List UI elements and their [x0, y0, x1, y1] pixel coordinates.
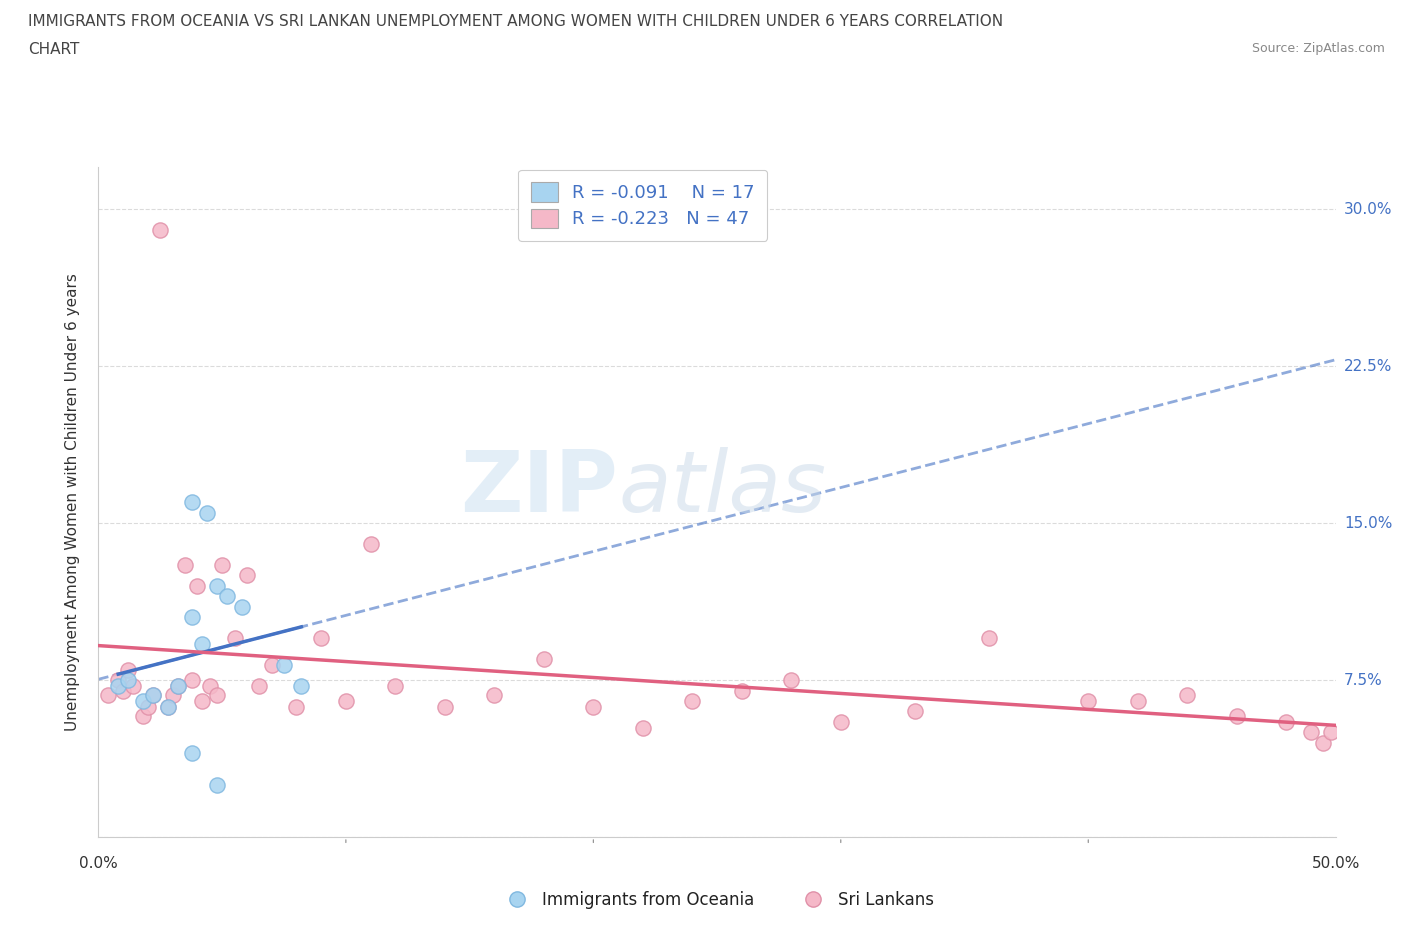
Text: 22.5%: 22.5% — [1344, 359, 1392, 374]
Point — [217, 589, 239, 604]
Point — [156, 700, 179, 715]
Point — [731, 683, 754, 698]
Point — [830, 714, 852, 729]
Text: 0.0%: 0.0% — [79, 857, 118, 871]
Point — [181, 610, 204, 625]
Point — [290, 679, 312, 694]
Point — [122, 679, 145, 694]
Point — [1312, 736, 1334, 751]
Point — [149, 223, 172, 238]
Point — [1319, 725, 1341, 740]
Text: 30.0%: 30.0% — [1344, 202, 1392, 217]
Point — [181, 746, 204, 761]
Text: atlas: atlas — [619, 447, 827, 530]
Point — [681, 694, 703, 709]
Point — [142, 687, 165, 702]
Point — [156, 700, 179, 715]
Point — [979, 631, 1001, 645]
Point — [142, 687, 165, 702]
Point — [117, 662, 139, 677]
Point — [433, 700, 456, 715]
Point — [132, 694, 155, 709]
Point — [107, 672, 129, 687]
Point — [360, 537, 382, 551]
Point — [384, 679, 406, 694]
Point — [1126, 694, 1149, 709]
Point — [1299, 725, 1322, 740]
Point — [285, 700, 308, 715]
Text: ZIP: ZIP — [460, 447, 619, 530]
Point — [273, 658, 295, 673]
Point — [186, 578, 208, 593]
Text: 15.0%: 15.0% — [1344, 515, 1392, 531]
Point — [484, 687, 506, 702]
Point — [309, 631, 332, 645]
Text: CHART: CHART — [28, 42, 80, 57]
Point — [211, 558, 233, 573]
Point — [205, 687, 228, 702]
Legend: Immigrants from Oceania, Sri Lankans: Immigrants from Oceania, Sri Lankans — [494, 884, 941, 916]
Point — [174, 558, 197, 573]
Point — [1077, 694, 1099, 709]
Point — [117, 672, 139, 687]
Point — [533, 652, 555, 667]
Point — [1226, 709, 1249, 724]
Text: IMMIGRANTS FROM OCEANIA VS SRI LANKAN UNEMPLOYMENT AMONG WOMEN WITH CHILDREN UND: IMMIGRANTS FROM OCEANIA VS SRI LANKAN UN… — [28, 14, 1004, 29]
Point — [1275, 714, 1298, 729]
Point — [205, 777, 228, 792]
Y-axis label: Unemployment Among Women with Children Under 6 years: Unemployment Among Women with Children U… — [65, 273, 80, 731]
Point — [780, 672, 803, 687]
Point — [205, 578, 228, 593]
Point — [236, 568, 259, 583]
Point — [97, 687, 120, 702]
Point — [136, 700, 159, 715]
Point — [132, 709, 155, 724]
Point — [247, 679, 270, 694]
Point — [195, 505, 218, 520]
Point — [231, 600, 253, 615]
Point — [191, 694, 214, 709]
Point — [181, 495, 204, 510]
Point — [224, 631, 246, 645]
Point — [582, 700, 605, 715]
Text: 7.5%: 7.5% — [1344, 672, 1382, 687]
Point — [166, 679, 188, 694]
Point — [335, 694, 357, 709]
Point — [904, 704, 927, 719]
Point — [181, 672, 204, 687]
Point — [1175, 687, 1198, 702]
Point — [260, 658, 283, 673]
Text: 50.0%: 50.0% — [1312, 857, 1360, 871]
Point — [162, 687, 184, 702]
Point — [191, 637, 214, 652]
Point — [107, 679, 129, 694]
Point — [631, 721, 654, 736]
Text: Source: ZipAtlas.com: Source: ZipAtlas.com — [1251, 42, 1385, 55]
Point — [198, 679, 221, 694]
Point — [166, 679, 188, 694]
Point — [112, 683, 135, 698]
